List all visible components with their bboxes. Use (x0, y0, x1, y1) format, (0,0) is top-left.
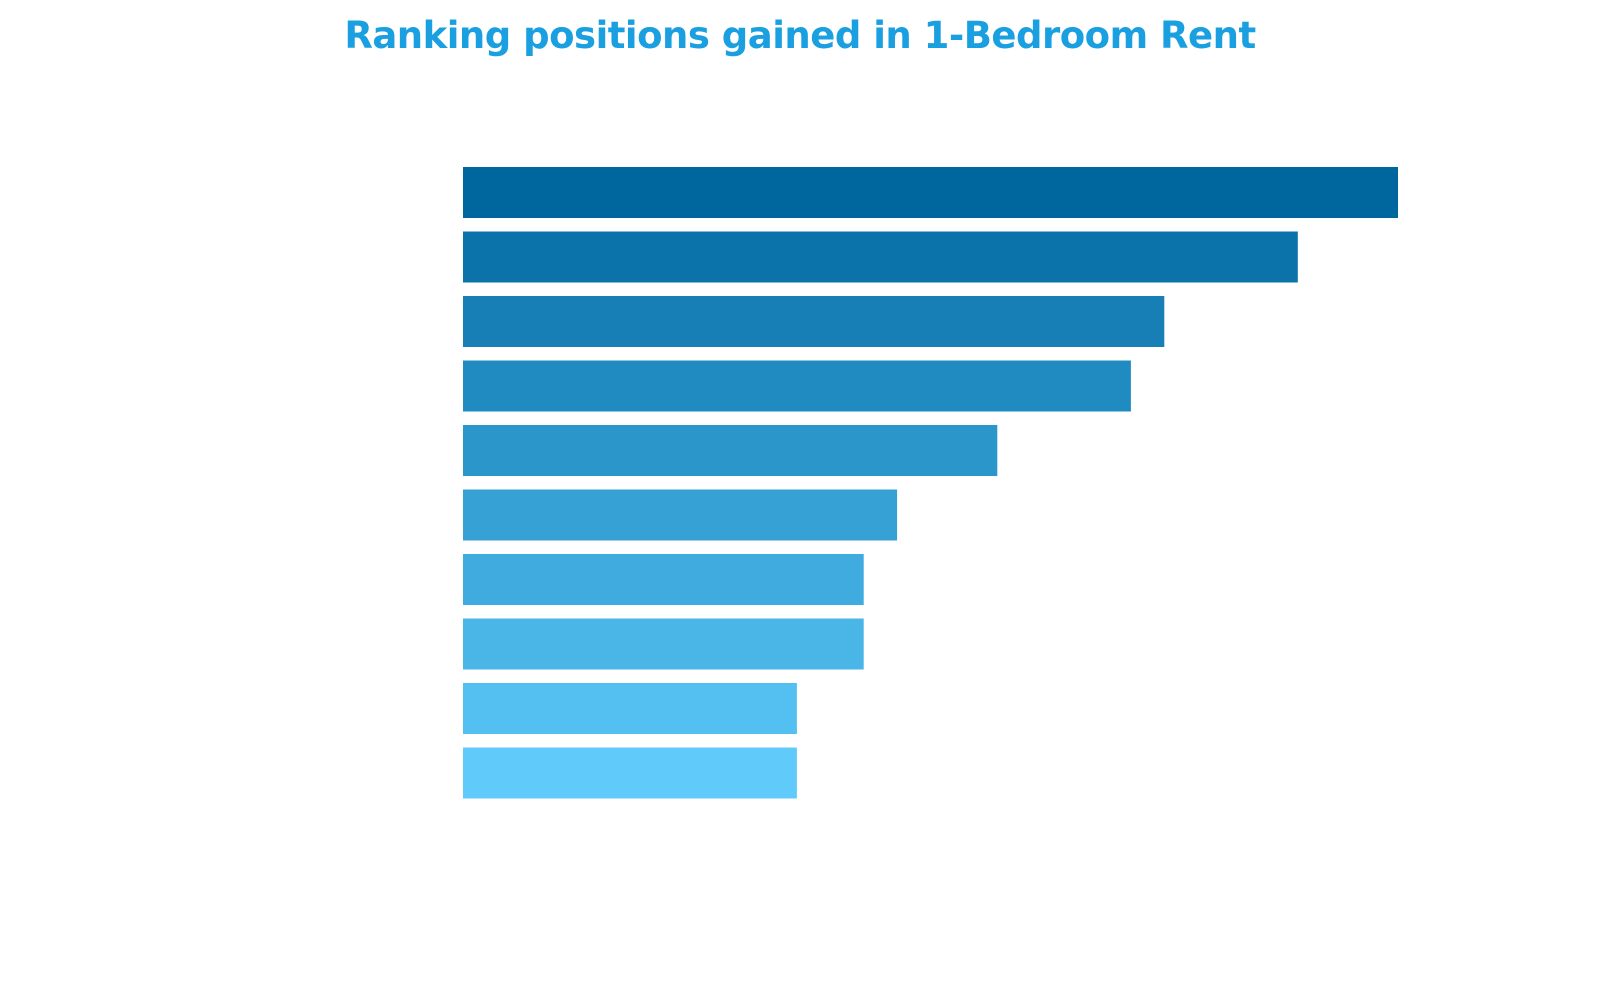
bar-group (463, 167, 1398, 799)
bar-5 (463, 425, 998, 476)
bar-1 (463, 167, 1398, 218)
bar-2 (463, 231, 1298, 283)
bar-10 (463, 747, 797, 799)
bar-9 (463, 683, 797, 734)
bar-6 (463, 489, 898, 541)
chart-title: Ranking positions gained in 1-Bedroom Re… (344, 14, 1256, 57)
bar-3 (463, 296, 1165, 347)
bar-4 (463, 360, 1131, 412)
bar-7 (463, 554, 864, 605)
bar-8 (463, 618, 864, 670)
